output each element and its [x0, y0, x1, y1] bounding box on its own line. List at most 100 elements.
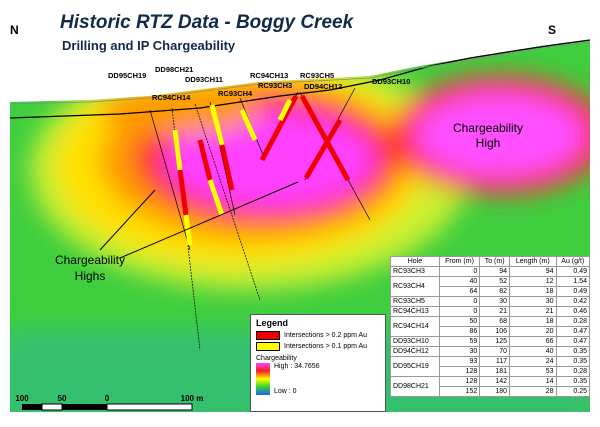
table-row: RC94CH14 50 68 18 0.28: [390, 316, 591, 337]
value-cell: 0.35: [555, 346, 591, 357]
table-row: RC94CH13 0 21 21 0.46: [390, 306, 591, 317]
value-cell: 66: [509, 336, 557, 347]
value-cell: 1.54: [555, 276, 591, 287]
value-cell: 59: [438, 336, 481, 347]
value-cell: 0: [438, 306, 481, 317]
hole-cell: RC94CH13: [390, 306, 440, 317]
value-cell: 21: [479, 306, 510, 317]
value-cell: 128: [438, 376, 481, 387]
hole-label: RC93CH3: [258, 81, 292, 90]
annotation: High: [476, 136, 501, 150]
table-row: RC93CH4 40 52 12 1.54: [390, 276, 591, 297]
value-cell: 50: [438, 316, 481, 327]
hole-cell: RC93CH3: [390, 266, 440, 277]
table-row: DD95CH19 93 117 24 0.35: [390, 356, 591, 377]
value-cell: 14: [509, 376, 557, 387]
value-cell: 0.35: [555, 376, 591, 387]
subtitle: Drilling and IP Chargeability: [62, 38, 236, 53]
value-cell: 24: [509, 356, 557, 367]
annotation: Chargeability: [55, 253, 125, 267]
table-row: 152 180 28 0.25: [391, 386, 591, 397]
hole-cell: DD98CH21: [390, 376, 440, 397]
legend-item: Intersections > 0.1 ppm Au: [256, 342, 380, 351]
value-cell: 20: [509, 326, 557, 337]
intersections: [172, 94, 351, 246]
value-cell: 64: [438, 286, 481, 297]
value-cell: 40: [438, 276, 481, 287]
value-cell: 0.46: [555, 306, 591, 317]
value-cell: 0.49: [555, 266, 591, 277]
value-cell: 0.28: [555, 316, 591, 327]
legend-item: Intersections > 0.2 ppm Au: [256, 331, 380, 340]
value-cell: 21: [509, 306, 557, 317]
hole-label: RC94CH13: [250, 71, 288, 80]
hole-label: DD95CH19: [108, 71, 146, 80]
value-cell: 0.25: [555, 386, 591, 397]
legend: Legend Intersections > 0.2 ppm Au Inters…: [250, 314, 386, 412]
value-cell: 181: [479, 366, 510, 377]
value-cell: 18: [509, 286, 557, 297]
value-cell: 94: [509, 266, 557, 277]
value-cell: 180: [479, 386, 510, 397]
ramp-title: Chargeability: [256, 355, 297, 362]
hole-label: DD98CH21: [155, 65, 193, 74]
table-row: RC93CH3 0 94 94 0.49: [390, 266, 591, 277]
scale-label: 50: [58, 394, 67, 403]
header-cell: Au (g/t): [555, 256, 591, 267]
hole-label: RC93CH5: [300, 71, 334, 80]
value-cell: 28: [509, 386, 557, 397]
value-cell: 82: [479, 286, 510, 297]
hole-cell: RC93CH5: [390, 296, 440, 307]
compass-s: S: [548, 23, 556, 37]
hole-cell: DD94CH12: [390, 346, 440, 357]
value-cell: 94: [479, 266, 510, 277]
value-cell: 0.35: [555, 356, 591, 367]
scale-label: 0: [105, 394, 110, 403]
value-cell: 152: [438, 386, 481, 397]
scale-label: 100: [15, 394, 29, 403]
hole-cell: DD93CH10: [390, 336, 440, 347]
legend-title: Legend: [256, 318, 289, 328]
assay-table: Hole From (m) To (m) Length (m) Au (g/t) RC93…: [390, 256, 591, 397]
value-cell: 30: [479, 296, 510, 307]
value-cell: 106: [479, 326, 510, 337]
value-cell: 18: [509, 316, 557, 327]
value-cell: 30: [438, 346, 481, 357]
table-row: DD94CH12 30 70 40 0.35: [390, 346, 591, 357]
value-cell: 30: [509, 296, 557, 307]
scale-label: 100 m: [181, 394, 204, 403]
value-cell: 53: [509, 366, 557, 377]
ramp-low: Low : 0: [274, 388, 297, 395]
table-row: RC93CH5 0 30 30 0.42: [390, 296, 591, 307]
value-cell: 40: [509, 346, 557, 357]
value-cell: 0.42: [555, 296, 591, 307]
annotation: Highs: [75, 269, 106, 283]
hole-label: RC93CH4: [218, 89, 253, 98]
hole-cell: RC94CH14: [390, 316, 440, 337]
ramp-high: High : 34.7656: [274, 363, 320, 370]
table-row: DD98CH21 128 142 14 0.35: [390, 376, 591, 397]
value-cell: 0.28: [555, 366, 591, 377]
value-cell: 0: [438, 266, 481, 277]
value-cell: 128: [438, 366, 481, 377]
header-cell: From (m): [438, 256, 481, 267]
value-cell: 93: [438, 356, 481, 367]
value-cell: 125: [479, 336, 510, 347]
compass-n: N: [10, 23, 19, 37]
legend-text: Intersections > 0.1 ppm Au: [284, 343, 368, 350]
value-cell: 12: [509, 276, 557, 287]
value-cell: 70: [479, 346, 510, 357]
hole-cell: RC93CH4: [390, 276, 440, 297]
value-cell: 0.49: [555, 286, 591, 297]
legend-text: Intersections > 0.2 ppm Au: [284, 332, 368, 339]
value-cell: 0.47: [555, 336, 591, 347]
value-cell: 86: [438, 326, 481, 337]
header-cell: Length (m): [509, 256, 557, 267]
header-cell: To (m): [479, 256, 510, 267]
value-cell: 0: [438, 296, 481, 307]
hole-label: RC94CH14: [152, 93, 191, 102]
value-cell: 117: [479, 356, 510, 367]
title: Historic RTZ Data - Boggy Creek: [60, 12, 355, 33]
hole-label: DD93CH11: [185, 75, 223, 84]
